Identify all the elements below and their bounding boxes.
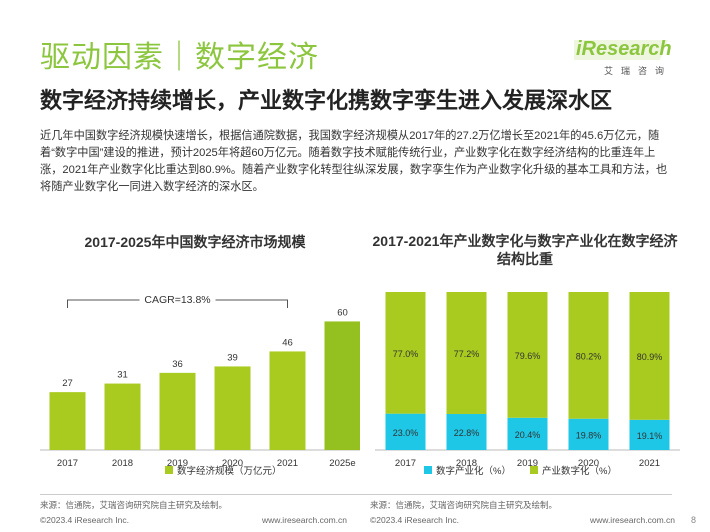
x-tick-2021: 2021 [639, 458, 660, 469]
x-tick-2018: 2018 [112, 458, 133, 469]
bar-digital-industrialization-2020 [568, 418, 609, 450]
source-note-left: 来源：信通院，艾瑞咨询研究院自主研究及绘制。 [40, 500, 228, 510]
data-label-industrial-digitalization-2020: 80.2% [576, 351, 602, 361]
data-label-digital-industrialization-2020: 19.8% [576, 430, 602, 440]
data-label-digital-industrialization-2018: 22.8% [454, 428, 480, 438]
data-label-digital-industrialization-2019: 20.4% [515, 430, 541, 440]
logo-wordmark: iResearch [576, 38, 672, 60]
bar-2025e [324, 321, 360, 450]
bar-digital-industrialization-2017 [385, 413, 426, 450]
bar-industrial-digitalization-2020 [568, 292, 609, 419]
bar-2018 [104, 383, 141, 450]
source-note-right: 来源：信通院，艾瑞咨询研究院自主研究及绘制。 [370, 500, 558, 510]
legend-label: 数字经济规模（万亿元） [177, 465, 282, 477]
data-label-2025e: 60 [337, 307, 348, 318]
bar-industrial-digitalization-2019 [507, 292, 548, 418]
data-label-2019: 36 [172, 359, 183, 370]
data-label-industrial-digitalization-2018: 77.2% [454, 349, 480, 359]
x-tick-2018: 2018 [456, 458, 477, 469]
data-label-2017: 27 [62, 378, 73, 389]
x-tick-2021: 2021 [277, 458, 298, 469]
legend-swatch-digital-industrialization [424, 466, 432, 474]
copyright-left: ©2023.4 iResearch Inc. [40, 515, 129, 525]
structure-stacked-bar-chart: 23.0% 77.0% 2017 22.8% 77.2% 2018 20.4% 79.6% 20… [375, 292, 680, 477]
x-tick-2017: 2017 [57, 458, 78, 469]
chart2-title: 2017-2021年产业数字化与数字产业化在数字经济结构比重 [372, 233, 678, 267]
x-tick-2020: 2020 [578, 458, 599, 469]
legend-swatch [165, 466, 173, 474]
x-tick-2019: 2019 [517, 458, 538, 469]
data-label-industrial-digitalization-2021: 80.9% [637, 352, 663, 362]
chart1-title: 2017-2025年中国数字经济市场规模 [84, 234, 306, 250]
data-label-2021: 46 [282, 337, 293, 348]
description-paragraph: 近几年中国数字经济规模快速增长，根据信通院数据，我国数字经济规模从2017年的2… [40, 128, 672, 196]
x-tick-2020: 2020 [222, 458, 243, 469]
footer-divider [40, 494, 672, 495]
bar-digital-industrialization-2021 [629, 419, 670, 450]
data-label-2018: 31 [117, 370, 128, 381]
data-label-2020: 39 [227, 352, 238, 363]
iresearch-logo: iResearch 艾瑞咨询 [570, 36, 672, 80]
page-number: 8 [690, 515, 696, 525]
x-tick-2017: 2017 [395, 458, 416, 469]
data-label-industrial-digitalization-2019: 79.6% [515, 351, 541, 361]
bar-industrial-digitalization-2021 [629, 292, 670, 420]
bar-2021 [269, 351, 306, 450]
legend-label-industrial-digitalization: 产业数字化（%） [542, 465, 617, 477]
description-text: 近几年中国数字经济规模快速增长，根据信通院数据，我国数字经济规模从2017年的2… [40, 130, 668, 193]
market-size-bar-chart: 27 2017 31 2018 36 2019 39 2020 46 2021 60 2025e CAG… [40, 293, 360, 477]
bar-2019 [159, 372, 196, 450]
bar-digital-industrialization-2018 [446, 413, 487, 450]
bar-industrial-digitalization-2017 [385, 292, 426, 414]
data-label-industrial-digitalization-2017: 77.0% [393, 349, 419, 359]
data-label-digital-industrialization-2021: 19.1% [637, 431, 663, 441]
legend-swatch-industrial-digitalization [530, 466, 538, 474]
x-tick-2025e: 2025e [329, 458, 355, 469]
url-left[interactable]: www.iresearch.com.cn [262, 515, 348, 525]
logo-subtitle: 艾瑞咨询 [603, 66, 672, 76]
bar-digital-industrialization-2019 [507, 417, 548, 450]
logo-swoosh-icon [574, 40, 668, 60]
cagr-label: CAGR=13.8% [144, 294, 210, 306]
page-title: 驱动因素｜数字经济 [40, 41, 319, 74]
page-subtitle: 数字经济持续增长，产业数字化携数字孪生进入发展深水区 [40, 88, 613, 113]
data-label-digital-industrialization-2017: 23.0% [393, 428, 419, 438]
bar-industrial-digitalization-2018 [446, 292, 487, 414]
url-right[interactable]: www.iresearch.com.cn [590, 515, 676, 525]
bar-2017 [49, 392, 86, 450]
bar-2020 [214, 366, 251, 450]
legend-label-digital-industrialization: 数字产业化（%） [436, 465, 511, 477]
x-tick-2019: 2019 [167, 458, 188, 469]
cagr-label-bg [139, 293, 216, 307]
copyright-right: ©2023.4 iResearch Inc. [370, 515, 459, 525]
